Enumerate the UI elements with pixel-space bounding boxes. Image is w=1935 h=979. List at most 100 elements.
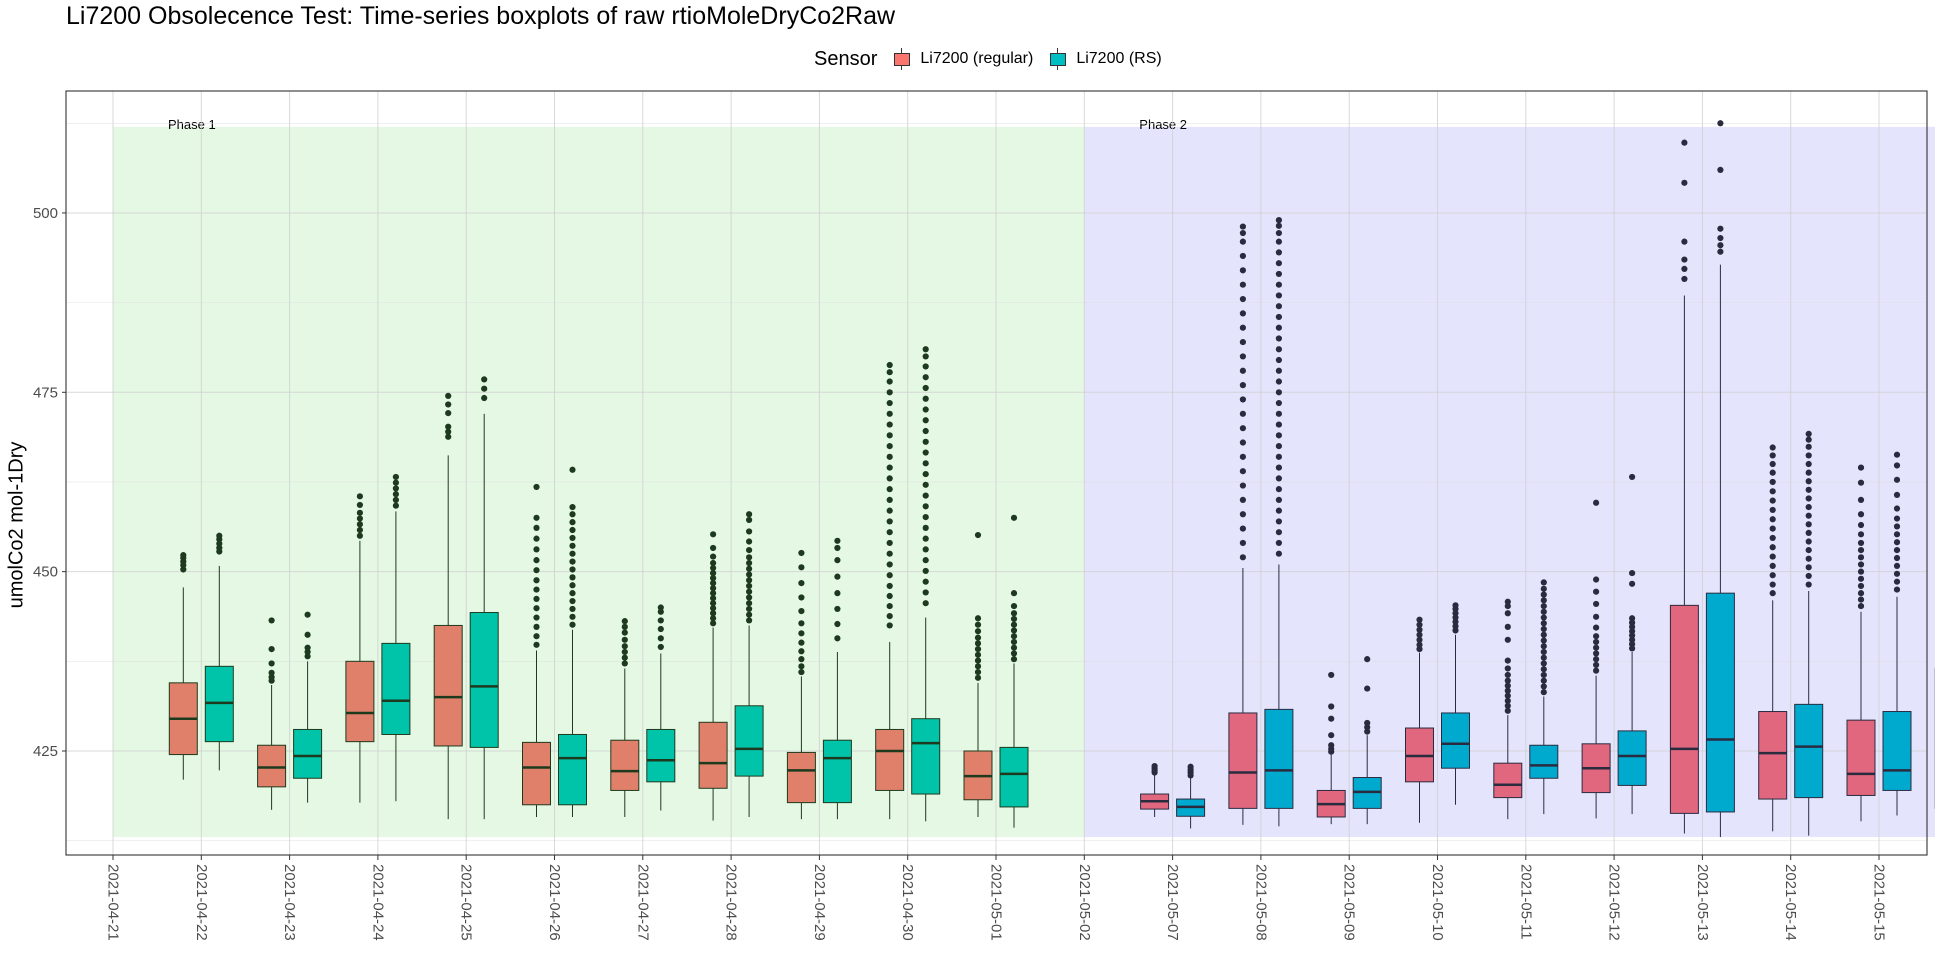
box-iqr xyxy=(1493,762,1523,799)
outlier-point xyxy=(1805,512,1812,519)
outlier-point xyxy=(746,565,753,572)
outlier-point xyxy=(1275,303,1282,310)
outlier-point xyxy=(1328,671,1335,679)
outlier-point xyxy=(356,532,363,539)
box-iqr xyxy=(1758,711,1788,800)
outlier-point xyxy=(569,550,576,557)
outlier-point xyxy=(1769,516,1776,523)
x-tick-label: 2021-05-02 xyxy=(1076,864,1093,941)
outlier-point xyxy=(710,600,717,607)
legend-title: Sensor xyxy=(814,47,878,70)
outlier-point xyxy=(533,641,540,648)
outlier-point xyxy=(1857,561,1865,568)
outlier-point xyxy=(1275,324,1282,331)
outlier-point xyxy=(1893,578,1901,585)
outlier-point xyxy=(1239,382,1246,389)
outlier-point xyxy=(886,550,893,557)
outlier-point xyxy=(1275,507,1282,514)
box-regular-2021-05-12 xyxy=(1581,499,1611,819)
outlier-point xyxy=(886,432,893,439)
outlier-point xyxy=(1681,256,1688,263)
box-rs-2021-05-14 xyxy=(1794,430,1824,836)
outlier-point xyxy=(1540,631,1547,638)
outlier-point xyxy=(1805,572,1812,580)
outlier-point xyxy=(886,582,893,590)
outlier-point xyxy=(1717,120,1724,127)
box-iqr xyxy=(1441,712,1470,769)
outlier-point xyxy=(1769,534,1776,542)
outlier-point xyxy=(1239,295,1246,303)
outlier-point xyxy=(533,546,540,553)
outlier-point xyxy=(1593,661,1600,668)
box-rs-2021-05-15 xyxy=(1882,451,1912,816)
outlier-point xyxy=(1416,626,1423,633)
outlier-point xyxy=(1540,620,1547,627)
x-tick-label: 2021-04-27 xyxy=(634,864,651,941)
chart-title: Li7200 Obsolecence Test: Time-series box… xyxy=(66,2,896,30)
outlier-point xyxy=(1187,763,1194,770)
outlier-point xyxy=(1629,580,1636,587)
outlier-point xyxy=(304,631,311,638)
outlier-point xyxy=(1275,432,1282,439)
outlier-point xyxy=(1239,252,1246,260)
x-tick-label: 2021-04-23 xyxy=(281,864,298,941)
outlier-point xyxy=(1893,570,1901,577)
outlier-point xyxy=(533,567,540,574)
outlier-point xyxy=(798,663,805,670)
box-iqr xyxy=(1794,703,1824,799)
outlier-point xyxy=(746,611,753,618)
outlier-point xyxy=(1629,636,1636,643)
outlier-point xyxy=(1540,671,1547,679)
outlier-point xyxy=(657,608,664,615)
outlier-point xyxy=(1805,529,1812,537)
outlier-point xyxy=(1857,511,1865,518)
outlier-point xyxy=(710,585,717,592)
outlier-point xyxy=(1540,625,1547,633)
outlier-point xyxy=(1275,238,1282,245)
outlier-point xyxy=(445,433,452,440)
outlier-point xyxy=(533,524,540,531)
box-regular-2021-05-08 xyxy=(1228,223,1258,825)
outlier-point xyxy=(1010,656,1018,663)
outlier-point xyxy=(569,466,576,473)
outlier-point xyxy=(834,635,841,642)
box-regular-2021-04-27 xyxy=(610,618,640,817)
outlier-point xyxy=(974,621,982,628)
outlier-point xyxy=(392,473,399,481)
outlier-point xyxy=(1857,521,1865,529)
outlier-point xyxy=(569,511,576,518)
outlier-point xyxy=(1540,579,1547,586)
outlier-point xyxy=(922,460,929,467)
outlier-point xyxy=(1275,475,1282,482)
outlier-point xyxy=(621,629,628,636)
box-iqr xyxy=(522,741,551,806)
box-rs-2021-05-12 xyxy=(1617,473,1647,815)
outlier-point xyxy=(886,561,893,568)
y-tick-label: 450 xyxy=(33,564,58,581)
outlier-point xyxy=(1275,249,1282,256)
outlier-point xyxy=(1681,275,1688,283)
outlier-point xyxy=(1239,396,1246,403)
x-tick-label: 2021-05-15 xyxy=(1871,864,1888,941)
outlier-point xyxy=(1540,597,1547,604)
outlier-point xyxy=(1364,719,1371,727)
outlier-point xyxy=(1328,703,1335,710)
outlier-point xyxy=(1452,618,1459,625)
box-regular-2021-04-22 xyxy=(168,552,198,780)
outlier-point xyxy=(533,586,540,593)
outlier-point xyxy=(922,535,929,542)
outlier-point xyxy=(886,518,893,525)
outlier-point xyxy=(974,646,982,653)
outlier-point xyxy=(974,628,982,635)
box-rs-2021-05-01 xyxy=(999,514,1029,828)
outlier-point xyxy=(922,353,929,360)
outlier-point xyxy=(1893,531,1901,538)
outlier-point xyxy=(886,475,893,482)
outlier-point xyxy=(1364,656,1371,663)
outlier-point xyxy=(569,503,576,511)
outlier-point xyxy=(886,539,893,547)
box-rs-2021-05-09 xyxy=(1352,656,1382,825)
outlier-point xyxy=(1893,451,1901,458)
outlier-point xyxy=(1893,462,1901,469)
box-regular-2021-04-30 xyxy=(875,361,905,820)
